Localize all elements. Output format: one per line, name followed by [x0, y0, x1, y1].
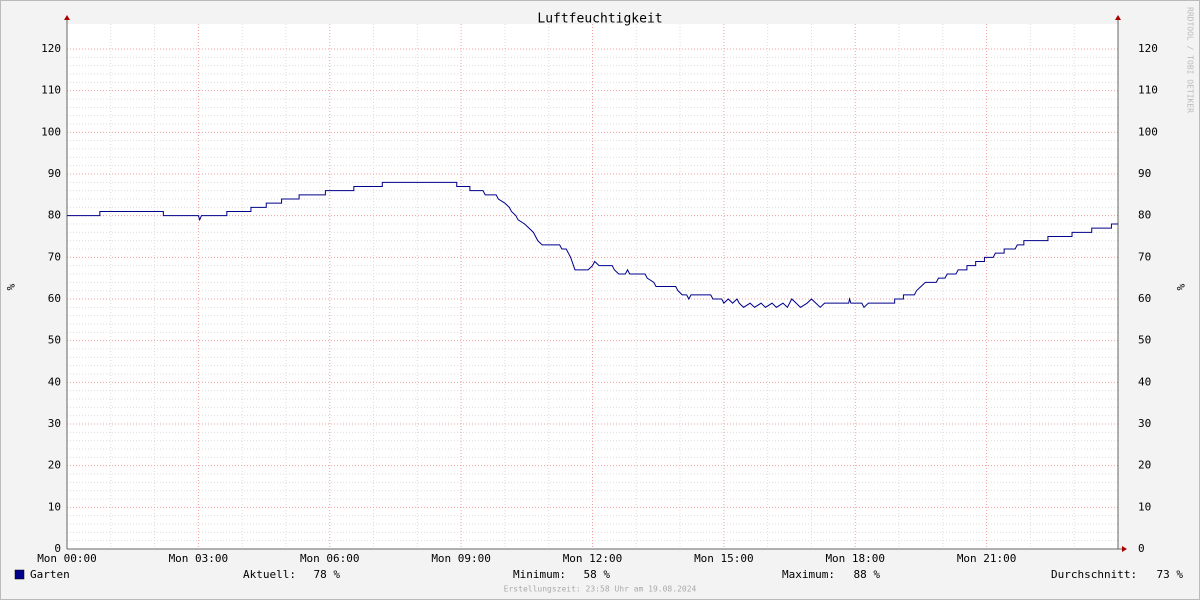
x-tick-label: Mon 18:00 [825, 552, 885, 565]
y-tick-label: 0 [54, 542, 61, 555]
arrow [1122, 546, 1127, 552]
x-tick-label: Mon 09:00 [431, 552, 491, 565]
y-tick-label: 50 [48, 334, 61, 347]
y-tick-label: 20 [48, 459, 61, 472]
stat-value: 78 % [314, 568, 341, 581]
legend-label: Garten [30, 568, 70, 581]
stat-label: Maximum: [782, 568, 835, 581]
y-tick-label: 30 [48, 417, 61, 430]
y-tick-label: 90 [48, 167, 61, 180]
y2-axis-label: % [1174, 284, 1187, 291]
x-tick-label: Mon 12:00 [563, 552, 623, 565]
y-axis-label: % [4, 284, 17, 291]
stat-label: Durchschnitt: [1051, 568, 1137, 581]
y-tick-label: 120 [41, 42, 61, 55]
stat-value: 73 % [1157, 568, 1184, 581]
stat-label: Minimum: [513, 568, 566, 581]
y2-tick-label: 100 [1138, 125, 1158, 138]
stat-label: Aktuell: [243, 568, 296, 581]
y2-tick-label: 0 [1138, 542, 1145, 555]
y2-tick-label: 110 [1138, 84, 1158, 97]
y-tick-label: 110 [41, 84, 61, 97]
chart-title: Luftfeuchtigkeit [537, 12, 662, 27]
y-tick-label: 80 [48, 209, 61, 222]
data-line [67, 181, 1118, 309]
y2-tick-label: 20 [1138, 459, 1151, 472]
y2-tick-label: 30 [1138, 417, 1151, 430]
stat-value: 88 % [854, 568, 881, 581]
y-tick-label: 40 [48, 375, 61, 388]
legend-swatch [14, 569, 25, 580]
footer: Erstellungszeit: 23:58 Uhr am 19.08.2024 [504, 585, 697, 594]
y2-tick-label: 10 [1138, 500, 1151, 513]
y2-tick-label: 40 [1138, 375, 1151, 388]
y-tick-label: 60 [48, 292, 61, 305]
x-tick-label: Mon 00:00 [37, 552, 97, 565]
y2-tick-label: 70 [1138, 250, 1151, 263]
x-tick-label: Mon 15:00 [694, 552, 754, 565]
x-tick-label: Mon 21:00 [957, 552, 1017, 565]
stat-value: 58 % [584, 568, 611, 581]
y-tick-label: 100 [41, 125, 61, 138]
arrow [1115, 15, 1121, 20]
x-tick-label: Mon 06:00 [300, 552, 360, 565]
y2-tick-label: 50 [1138, 334, 1151, 347]
y-tick-label: 70 [48, 250, 61, 263]
y2-tick-label: 80 [1138, 209, 1151, 222]
y2-tick-label: 60 [1138, 292, 1151, 305]
y2-tick-label: 90 [1138, 167, 1151, 180]
y-tick-label: 10 [48, 500, 61, 513]
arrow [64, 15, 70, 20]
watermark: RRDTOOL / TOBI OETIKER [1186, 7, 1195, 113]
y2-tick-label: 120 [1138, 42, 1158, 55]
x-tick-label: Mon 03:00 [169, 552, 229, 565]
